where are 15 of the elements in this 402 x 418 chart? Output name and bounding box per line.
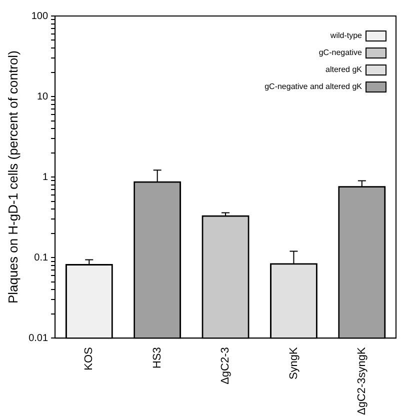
x-tick-label: ΔgC2-3 (220, 347, 232, 384)
legend-label: wild-type (329, 31, 363, 40)
x-tick-label: ΔgC2-3syngK (356, 346, 368, 416)
y-axis-title: Plaques on H-gD-1 cells (percent of control) (5, 50, 20, 304)
legend-label: gC-negative and altered gK (264, 82, 363, 92)
x-tick-label: HS3 (151, 347, 164, 369)
y-tick-label: 0.1 (34, 252, 48, 264)
y-tick-label: 10 (36, 91, 48, 102)
y-tick-label: 100 (31, 10, 48, 22)
x-tick-label: KOS (83, 347, 96, 370)
y-tick-label: 0.01 (28, 332, 48, 344)
y-tick-label: 1 (42, 172, 48, 183)
x-tick-label: SyngK (288, 346, 300, 380)
legend-label: gC-negative (318, 48, 363, 58)
legend-label: altered gK (326, 65, 363, 74)
